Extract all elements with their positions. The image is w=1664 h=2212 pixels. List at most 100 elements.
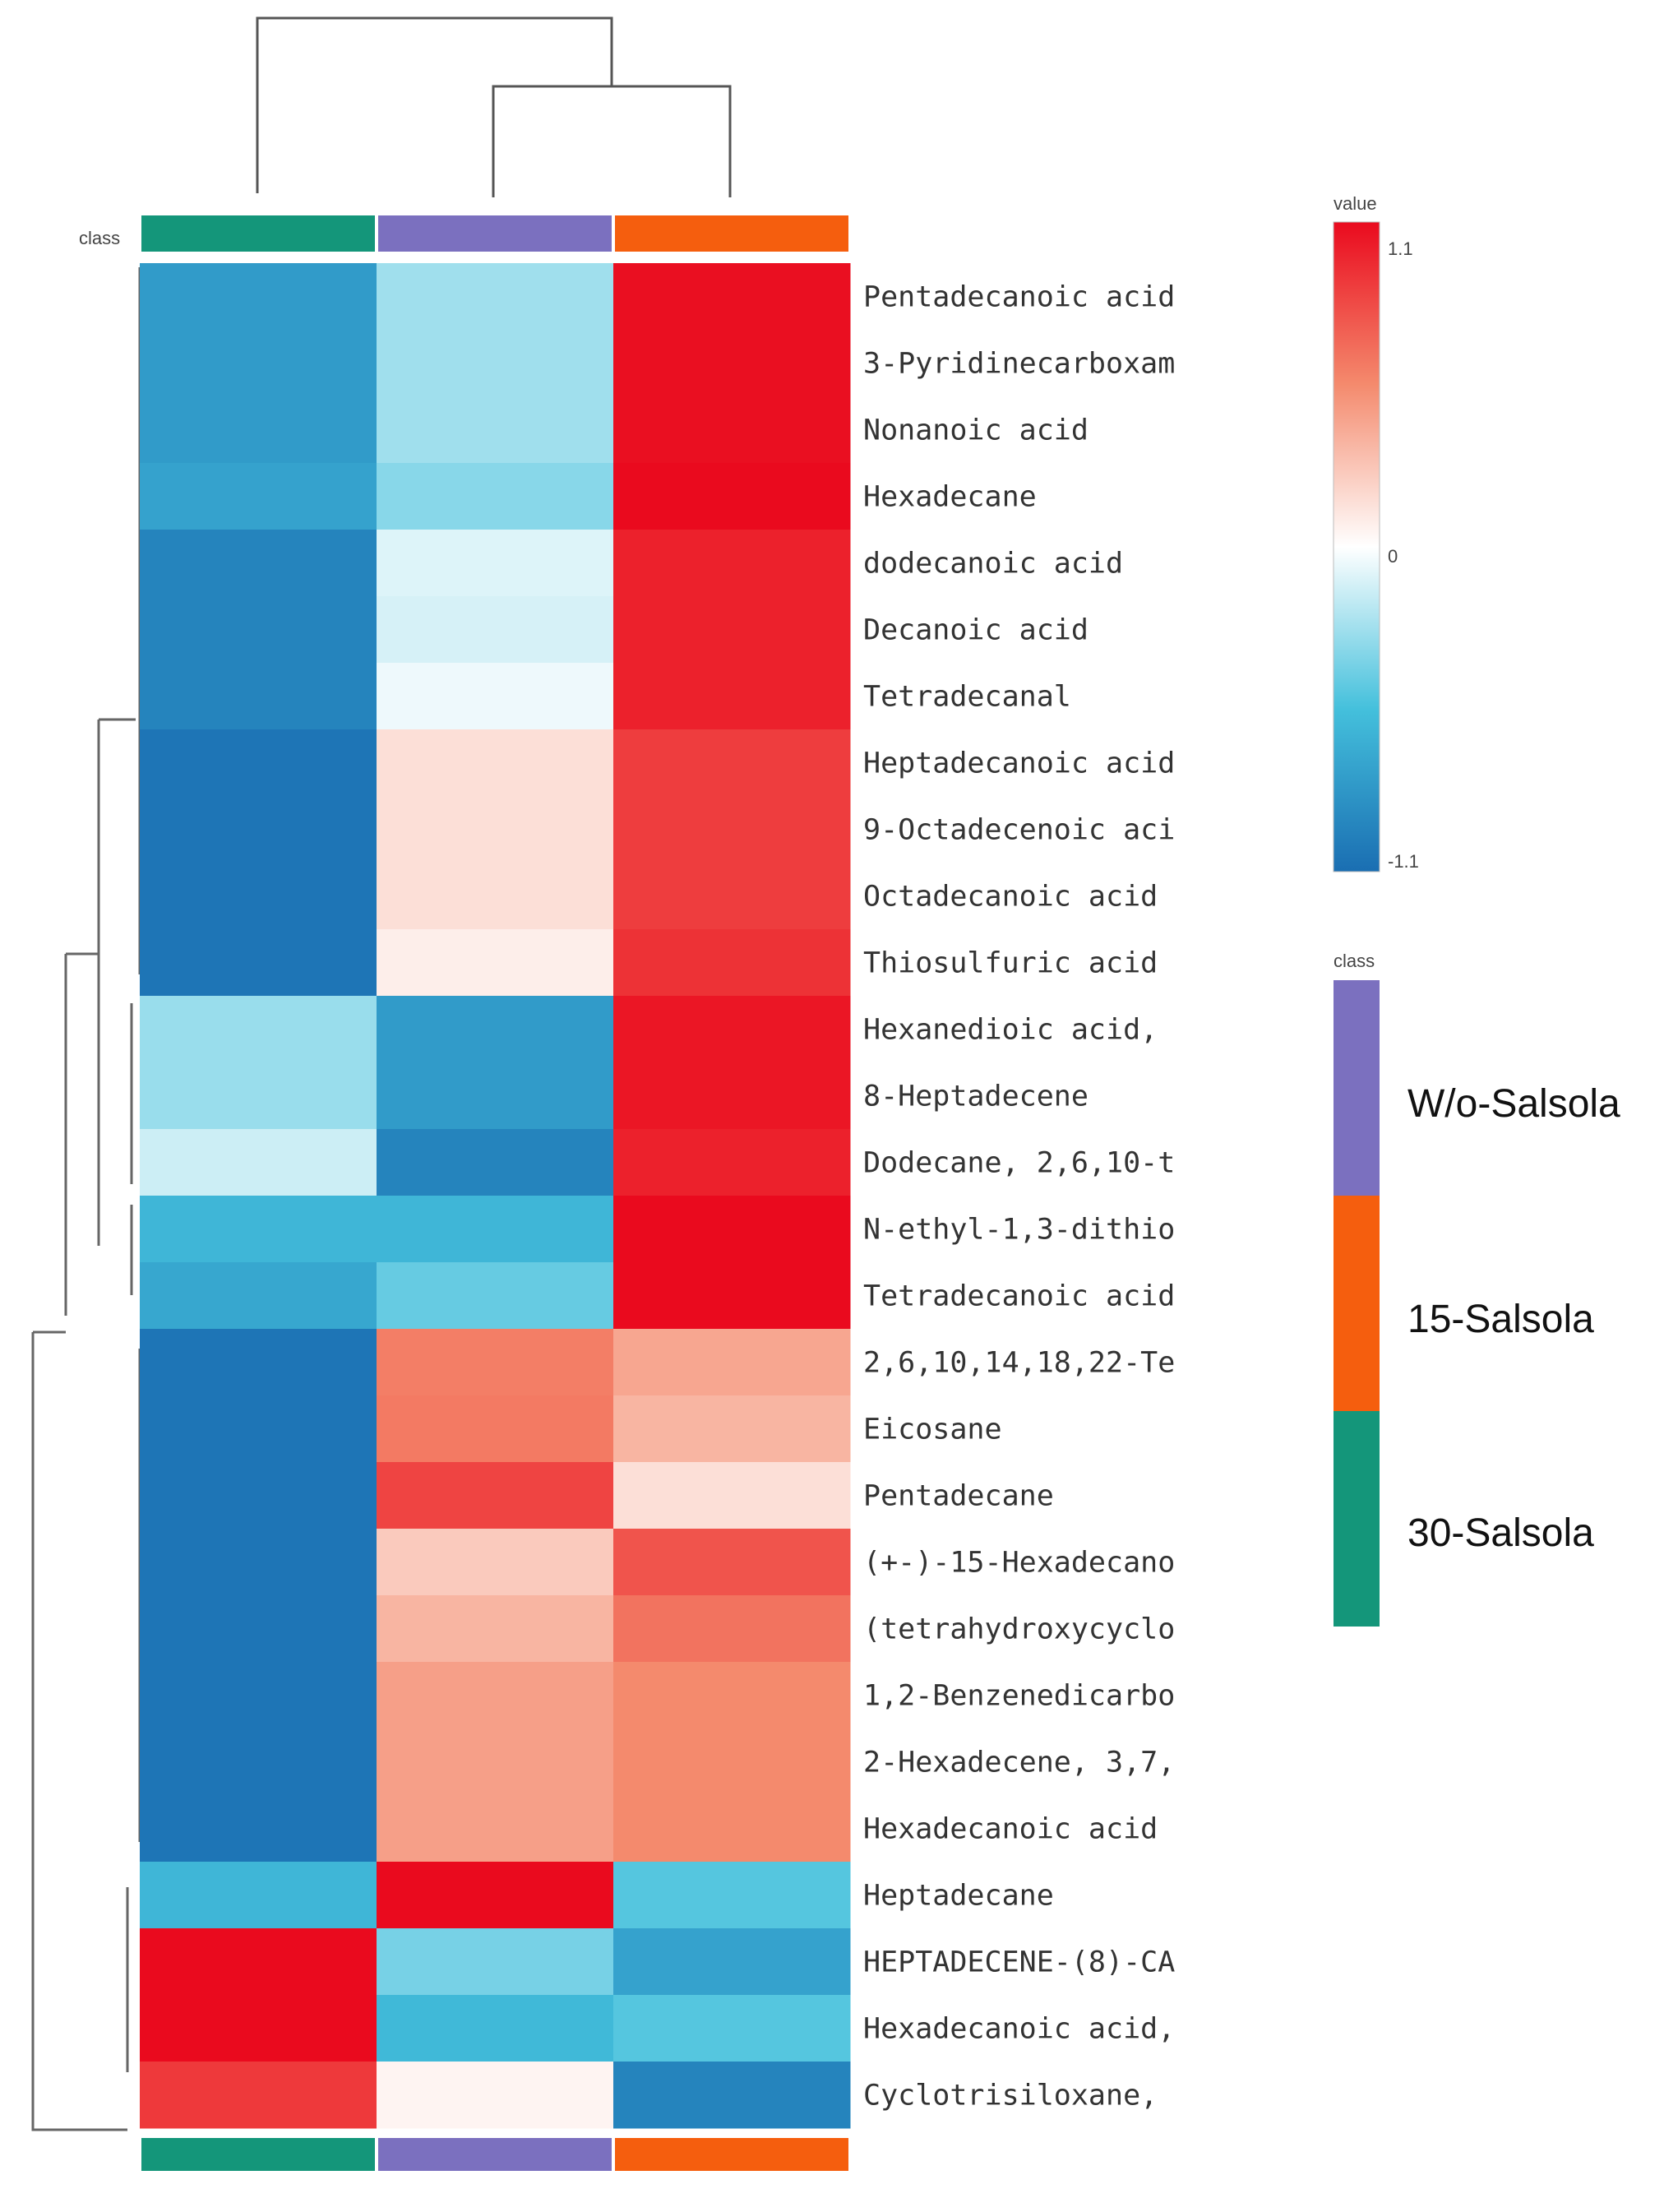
heatmap-cell bbox=[613, 1395, 851, 1463]
heatmap-cell bbox=[140, 663, 377, 730]
column-dendrogram bbox=[256, 16, 732, 197]
colorbar-min-label: -1.1 bbox=[1388, 851, 1419, 872]
row-label: Heptadecanoic acid bbox=[863, 747, 1175, 780]
heatmap-cell bbox=[377, 1529, 614, 1596]
heatmap-cell bbox=[377, 1395, 614, 1463]
heatmap-cell bbox=[613, 263, 851, 331]
heatmap-cell bbox=[140, 863, 377, 930]
row-label: Hexadecanoic acid, bbox=[863, 2013, 1175, 2046]
heatmap-cell bbox=[613, 1329, 851, 1396]
row-label: Nonanoic acid bbox=[863, 414, 1089, 447]
heatmap-cell bbox=[377, 729, 614, 797]
heatmap-cell bbox=[377, 463, 614, 530]
heatmap-cell bbox=[613, 1728, 851, 1796]
class-bar-label: class bbox=[79, 228, 120, 248]
heatmap-cell bbox=[140, 729, 377, 797]
class-legend-swatch-wo bbox=[1334, 980, 1380, 1196]
heatmap-cell bbox=[140, 530, 377, 597]
row-labels: Pentadecanoic acid 3-Pyridinecarboxam Nona… bbox=[863, 281, 1175, 2113]
heatmap-cell bbox=[140, 263, 377, 331]
heatmap-cell bbox=[140, 1462, 377, 1529]
row-label: 1,2-Benzenedicarbo bbox=[863, 1680, 1175, 1713]
bottom-class-bar bbox=[141, 2138, 848, 2171]
heatmap-cell bbox=[377, 1129, 614, 1196]
heatmap-cell bbox=[140, 1595, 377, 1663]
heatmap-cell bbox=[140, 396, 377, 464]
value-colorbar: value 1.1 0 -1.1 bbox=[1333, 193, 1419, 872]
heatmap-cell bbox=[377, 1795, 614, 1863]
class-legend-swatch-15 bbox=[1334, 1196, 1380, 1411]
heatmap-cell bbox=[377, 1462, 614, 1529]
heatmap-cell bbox=[140, 1529, 377, 1596]
heatmap-cell bbox=[377, 863, 614, 930]
row-label: Tetradecanoic acid bbox=[863, 1280, 1175, 1313]
heatmap-cell bbox=[377, 1862, 614, 1929]
heatmap-cell bbox=[377, 663, 614, 730]
row-label: Thiosulfuric acid bbox=[863, 947, 1158, 980]
heatmap-cell bbox=[377, 596, 614, 664]
heatmap-cell bbox=[140, 1928, 377, 1996]
heatmap-cell bbox=[613, 1595, 851, 1663]
row-label: HEPTADECENE-(8)-CA bbox=[863, 1946, 1175, 1979]
row-label: Hexadecane bbox=[863, 481, 1037, 514]
class-legend-entry-wo: W/o-Salsola bbox=[1407, 1082, 1620, 1126]
heatmap-cell bbox=[613, 596, 851, 664]
heatmap-cell bbox=[377, 2062, 614, 2129]
heatmap-cell bbox=[613, 1795, 851, 1863]
heatmap-cell bbox=[613, 1196, 851, 1263]
colorbar-gradient bbox=[1333, 221, 1380, 872]
heatmap-cell bbox=[613, 729, 851, 797]
row-label: N-ethyl-1,3-dithio bbox=[863, 1214, 1175, 1247]
heatmap-cell bbox=[377, 929, 614, 997]
heatmap-cell bbox=[613, 1662, 851, 1729]
heatmap-cell bbox=[377, 530, 614, 597]
class-legend: class W/o-Salsola 15-Salsola 30-Salsola bbox=[1334, 951, 1620, 1627]
heatmap-cell bbox=[377, 1329, 614, 1396]
class-bar-segment bbox=[378, 215, 612, 252]
row-label: Hexadecanoic acid bbox=[863, 1813, 1158, 1846]
row-label: Heptadecane bbox=[863, 1880, 1054, 1913]
colorbar-max-label: 1.1 bbox=[1388, 238, 1413, 259]
heatmap-cell bbox=[613, 1129, 851, 1196]
row-label: Octadecanoic acid bbox=[863, 881, 1158, 914]
heatmap-cell bbox=[140, 1262, 377, 1330]
heatmap-cell bbox=[377, 1662, 614, 1729]
row-label: Pentadecane bbox=[863, 1480, 1054, 1513]
heatmap-cell bbox=[613, 1995, 851, 2062]
heatmap-cell bbox=[377, 1595, 614, 1663]
row-label: Pentadecanoic acid bbox=[863, 281, 1175, 314]
heatmap-cell bbox=[613, 996, 851, 1063]
class-bar-segment bbox=[615, 215, 848, 252]
colorbar-mid-label: 0 bbox=[1388, 546, 1398, 567]
class-bar-segment bbox=[378, 2138, 612, 2171]
heatmap-cell bbox=[140, 1196, 377, 1263]
row-label: Tetradecanal bbox=[863, 681, 1071, 714]
row-label: Hexanedioic acid, bbox=[863, 1014, 1158, 1047]
heatmap-cell bbox=[377, 796, 614, 863]
heatmap-cell bbox=[613, 396, 851, 464]
heatmap-cell bbox=[613, 1862, 851, 1929]
row-label: 8-Heptadecene bbox=[863, 1081, 1089, 1113]
class-legend-entry-30: 30-Salsola bbox=[1407, 1511, 1594, 1555]
row-label: 9-Octadecenoic aci bbox=[863, 814, 1175, 847]
heatmap-cell bbox=[140, 1129, 377, 1196]
row-label: Decanoic acid bbox=[863, 614, 1089, 647]
heatmap-cell bbox=[613, 863, 851, 930]
row-label: 3-Pyridinecarboxam bbox=[863, 348, 1175, 381]
row-label: Dodecane, 2,6,10-t bbox=[863, 1147, 1175, 1180]
heatmap-cell bbox=[377, 263, 614, 331]
row-label: dodecanoic acid bbox=[863, 548, 1123, 581]
heatmap-cell bbox=[140, 1862, 377, 1929]
class-bar-segment bbox=[615, 2138, 848, 2171]
heatmap-cell bbox=[140, 330, 377, 397]
row-label: Eicosane bbox=[863, 1414, 1002, 1446]
heatmap-cell bbox=[613, 1928, 851, 1996]
heatmap-cell bbox=[140, 1062, 377, 1130]
class-legend-swatch-30 bbox=[1334, 1411, 1380, 1627]
heatmap-cell bbox=[613, 929, 851, 997]
heatmap-cell bbox=[140, 2062, 377, 2129]
heatmap-cell bbox=[140, 996, 377, 1063]
heatmap-cell bbox=[613, 1062, 851, 1130]
heatmap-cell bbox=[140, 1728, 377, 1796]
heatmap-cell bbox=[377, 996, 614, 1063]
